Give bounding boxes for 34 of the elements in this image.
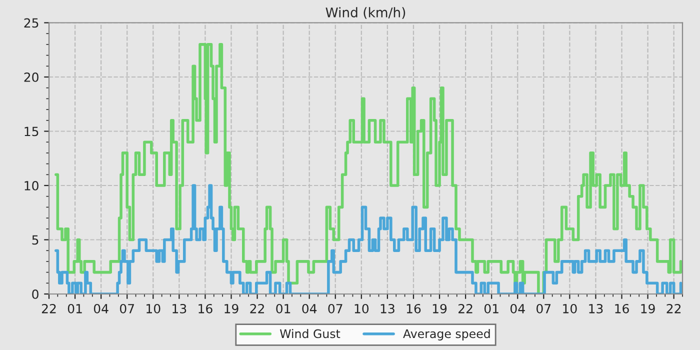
x-tick-label: 07 xyxy=(120,304,134,314)
legend-label: Average speed xyxy=(403,329,490,340)
x-tick-label: 19 xyxy=(641,304,655,314)
x-tick-label: 13 xyxy=(380,304,394,314)
x-tick-label: 19 xyxy=(224,304,238,314)
x-tick-label: 22 xyxy=(250,304,264,314)
y-tick-label: 15 xyxy=(24,126,38,136)
x-tick-label: 13 xyxy=(172,304,186,314)
y-tick-label: 5 xyxy=(32,235,38,245)
x-tick-label: 16 xyxy=(615,304,629,314)
x-tick-label: 04 xyxy=(510,304,525,314)
x-tick-label: 07 xyxy=(536,304,551,314)
y-tick-label: 25 xyxy=(24,18,38,28)
x-tick-label: 01 xyxy=(68,304,82,314)
x-tick-label: 04 xyxy=(302,304,317,314)
x-tick-label: 22 xyxy=(458,304,472,314)
legend-label: Wind Gust xyxy=(280,329,340,338)
x-tick-label: 16 xyxy=(198,304,212,314)
x-tick-label: 13 xyxy=(589,304,603,314)
x-tick-label: 19 xyxy=(432,304,447,314)
x-tick-label: 04 xyxy=(94,304,108,314)
y-tick-label: 20 xyxy=(24,72,38,82)
x-tick-label: 01 xyxy=(484,304,498,314)
y-tick-label: 0 xyxy=(32,289,38,299)
chart-title: Wind (km/h) xyxy=(326,7,406,19)
x-tick-label: 22 xyxy=(42,304,56,314)
y-tick-label: 10 xyxy=(24,180,38,190)
x-tick-label: 10 xyxy=(354,304,369,314)
x-tick-label: 22 xyxy=(666,304,681,314)
x-tick-label: 07 xyxy=(328,304,342,314)
x-tick-label: 16 xyxy=(406,304,421,314)
x-tick-label: 10 xyxy=(146,304,160,314)
x-tick-label: 01 xyxy=(276,304,290,314)
x-tick-label: 10 xyxy=(563,304,577,314)
